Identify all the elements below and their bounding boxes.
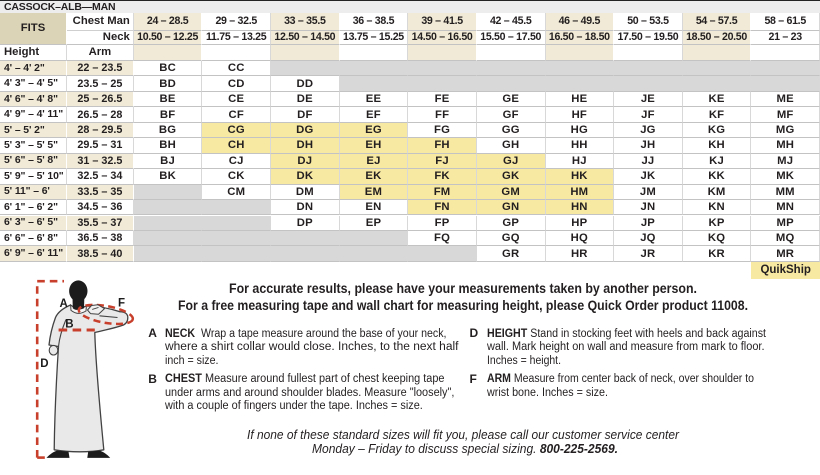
svg-text:B: B <box>65 318 73 330</box>
svg-text:D: D <box>40 358 48 370</box>
svg-text:F: F <box>118 297 125 309</box>
svg-text:A: A <box>60 298 68 310</box>
